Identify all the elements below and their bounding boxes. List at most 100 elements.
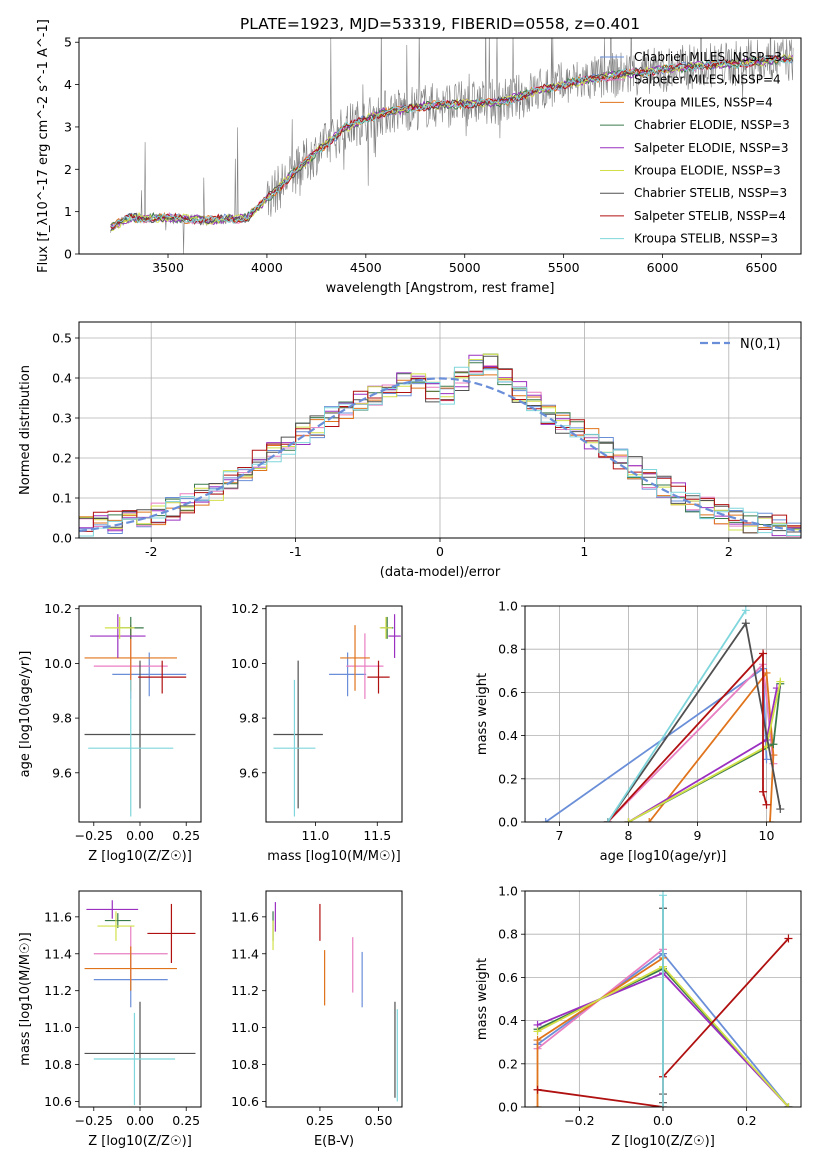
mass-weight-marker	[776, 677, 785, 686]
mass-weight-marker	[533, 1036, 542, 1045]
y-tick-label: 11.2	[44, 983, 72, 998]
figure-title: PLATE=1923, MJD=53319, FIBERID=0558, z=0…	[240, 15, 640, 33]
mass-weight-marker	[741, 606, 750, 615]
legend-entry: Kroupa STELIB, NSSP=3	[634, 232, 778, 246]
mass-weight-marker	[533, 1103, 542, 1107]
axes-frame	[524, 890, 802, 1108]
y-tick-label: 1.0	[498, 599, 518, 614]
x-tick-label: 5500	[548, 260, 580, 275]
y-tick-label: 0.4	[52, 371, 72, 386]
x-tick-label: 0.00	[126, 828, 154, 843]
x-tick-label: 0.0	[653, 1113, 673, 1128]
y-tick-label: 0.4	[498, 728, 518, 743]
x-tick-label: 10	[759, 828, 775, 843]
x-tick-label: 4000	[251, 260, 283, 275]
y-tick-label: 0.0	[498, 1100, 518, 1115]
plots: 3500 4000 4500 5000 5500 6000 6500 0 1 2 3 4 5 wavele…	[18, 19, 802, 1149]
mass-weight-marker	[769, 740, 778, 749]
legend-entry: Salpeter MILES, NSSP=4	[634, 73, 781, 87]
y-tick-label: 9.6	[239, 765, 259, 780]
mass-weight-marker	[541, 818, 550, 822]
weight_vs_age-plot-area	[525, 606, 801, 822]
axes-frame	[78, 605, 202, 823]
y-tick-label: 2	[64, 162, 72, 177]
legend-entry: Chabrier ELODIE, NSSP=3	[634, 118, 790, 132]
x-tick-label: 1	[580, 544, 588, 559]
x-tick-label: -2	[145, 544, 157, 559]
y-tick-label: 11.6	[231, 909, 259, 924]
legend-entry: Salpeter ELODIE, NSSP=3	[634, 141, 789, 155]
mass-weight-line	[607, 621, 782, 822]
y-tick-label: 3	[64, 119, 72, 134]
y-tick-label: 9.6	[52, 765, 72, 780]
y-axis-label: Flux [f_λ10^-17 erg cm^-2 s^-1 A^-1]	[36, 19, 51, 273]
y-axis-label: mass [log10(M/M☉)]	[18, 932, 33, 1065]
mass-weight-line	[545, 666, 768, 822]
weight_vs_Z-plot-area	[525, 891, 801, 1107]
x-tick-label: 7	[556, 828, 564, 843]
mass_vs_ebv-panel: 0.25 0.50 10.6 10.8 11.0 11.2 11.4 11.6 E(B-V)	[231, 890, 403, 1149]
weight_vs_Z-panel: −0.2 0.0 0.2 0.0 0.2 0.4 0.6 0.8 1.0 Z [log10(Z/Z…	[475, 884, 802, 1149]
y-tick-label: 10.0	[231, 656, 259, 671]
axes-frame	[78, 321, 802, 539]
spectrum-panel: 3500 4000 4500 5000 5500 6000 6500 0 1 2 3 4 5 wavele…	[36, 19, 802, 296]
x-tick-label: 0.00	[126, 1113, 154, 1128]
age_vs_Z-panel: −0.25 0.00 0.25 9.6 9.8 10.0 10.2 Z [log10(Z/Z☉…	[18, 601, 202, 864]
legend-entry: Chabrier MILES, NSSP=3	[634, 50, 782, 64]
mass-weight-marker	[533, 1085, 542, 1094]
y-tick-label: 0.8	[498, 927, 518, 942]
x-axis-label: mass [log10(M/M☉)]	[267, 849, 400, 864]
mass-weight-marker	[784, 934, 793, 943]
x-tick-label: 3500	[152, 260, 184, 275]
y-tick-label: 10.8	[44, 1057, 72, 1072]
x-axis-label: E(B-V)	[314, 1134, 354, 1149]
y-tick-label: 0.6	[498, 685, 518, 700]
y-tick-label: 9.8	[52, 711, 72, 726]
mass-weight-line	[648, 670, 775, 822]
y-tick-label: 10.8	[231, 1057, 259, 1072]
mass-weight-marker	[659, 891, 667, 900]
y-tick-label: 10.2	[231, 601, 259, 616]
y-tick-label: 1.0	[498, 884, 518, 899]
mass-weight-marker	[762, 800, 771, 809]
mass_vs_Z-plot-area	[84, 900, 196, 1106]
normal-curve	[79, 377, 801, 533]
y-axis-label: age [log10(age/yr)]	[18, 651, 33, 778]
x-tick-label: 5000	[449, 260, 481, 275]
mass-weight-line	[607, 662, 775, 822]
y-tick-label: 11.0	[44, 1020, 72, 1035]
x-tick-label: 6000	[647, 260, 679, 275]
axes-frame	[78, 37, 802, 255]
y-tick-label: 0.1	[52, 491, 72, 506]
y-tick-label: 0.4	[498, 1013, 518, 1028]
y-axis-label: mass weight	[475, 673, 490, 755]
y-tick-label: 5	[64, 35, 72, 50]
x-tick-label: 11.5	[363, 828, 391, 843]
y-tick-label: 0.2	[498, 771, 518, 786]
x-axis-label: Z [log10(Z/Z☉)]	[611, 1134, 715, 1149]
mass-weight-marker	[659, 1103, 667, 1107]
y-tick-label: 10.6	[231, 1094, 259, 1109]
mass_vs_ebv-plot-area	[272, 902, 398, 1102]
y-tick-label: 10.6	[44, 1094, 72, 1109]
mass-weight-marker	[759, 787, 768, 796]
x-tick-label: 0.50	[365, 1113, 393, 1128]
normal-legend-label: N(0,1)	[740, 337, 781, 352]
y-tick-label: 0	[64, 247, 72, 262]
y-tick-label: 11.4	[44, 946, 72, 961]
y-tick-label: 0.8	[498, 642, 518, 657]
mass-weight-marker	[624, 818, 633, 822]
y-tick-label: 11.4	[231, 946, 259, 961]
mass_vs_Z-panel: −0.25 0.00 0.25 10.6 10.8 11.0 11.2 11.4 11.6 Z […	[18, 890, 202, 1149]
x-axis-label: (data-model)/error	[380, 565, 501, 580]
x-tick-label: 0.2	[737, 1113, 757, 1128]
y-tick-label: 0.5	[52, 331, 72, 346]
y-tick-label: 10.2	[44, 601, 72, 616]
mass-weight-marker	[759, 649, 768, 658]
x-tick-label: 0.25	[306, 1113, 334, 1128]
y-tick-label: 0.6	[498, 970, 518, 985]
mass-weight-line	[607, 609, 747, 822]
spectrum-plot-area	[110, 38, 794, 254]
mass-weight-marker	[784, 1103, 793, 1107]
